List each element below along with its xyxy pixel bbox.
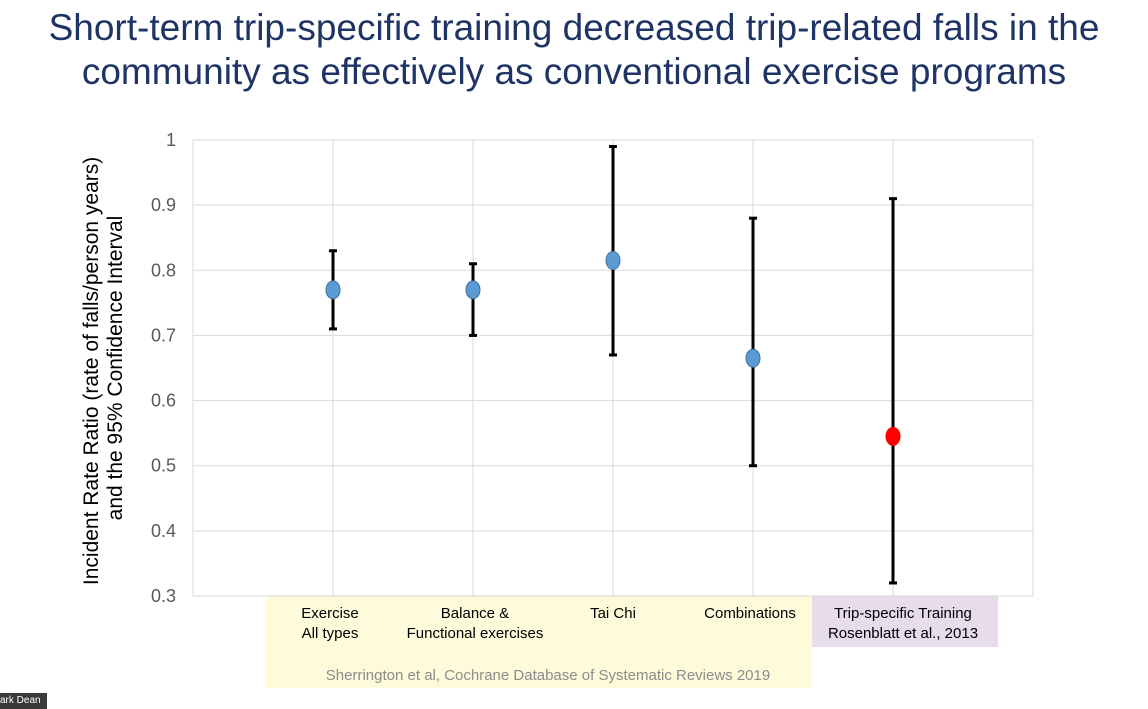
category-label: Combinations [704,605,796,622]
presenter-name-tag: ark Dean [0,693,47,709]
estimate-point [605,251,621,271]
y-tick-label: 0.4 [151,521,176,541]
estimate-point [745,348,761,368]
source-citation: Sherrington et al, Cochrane Database of … [326,667,770,684]
category-labels: Exercise All types Balance & Functional exe… [301,605,978,642]
category-label: Trip-specific Training [834,605,972,622]
y-tick-label: 0.7 [151,325,176,345]
slide-title: Short-term trip-specific training decrea… [0,6,1148,94]
y-tick-label: 1 [166,130,176,150]
y-tick-label: 0.3 [151,586,176,606]
estimate-point [325,280,341,300]
source-highlight-band [266,596,812,688]
y-axis-title: Incident Rate Ratio (rate of falls/perso… [80,151,127,585]
y-axis-title-line-1: Incident Rate Ratio (rate of falls/perso… [80,157,103,585]
y-axis-title-line-2: and the 95% Confidence Interval [104,216,127,521]
y-tick-label: 0.5 [151,456,176,476]
y-tick-label: 0.8 [151,260,176,280]
estimate-point [465,280,481,300]
category-label: Exercise [301,605,359,622]
category-label: Tai Chi [590,605,636,622]
slide-title-line-1: Short-term trip-specific training decrea… [48,7,1100,48]
category-label: Balance & [441,605,509,622]
slide-title-line-2: community as effectively as conventional… [81,51,1067,92]
error-bars-and-points [325,145,901,585]
plot-area-border [192,139,1034,597]
estimate-point-highlight [885,426,901,446]
y-tick-label: 0.9 [151,195,176,215]
category-label: Rosenblatt et al., 2013 [828,625,978,642]
y-axis-ticks: 0.3 0.4 0.5 0.6 0.7 0.8 0.9 1 [151,130,176,606]
category-label: Functional exercises [407,625,544,642]
trip-training-highlight-band [812,596,998,647]
category-label: All types [302,625,359,642]
y-tick-label: 0.6 [151,391,176,411]
